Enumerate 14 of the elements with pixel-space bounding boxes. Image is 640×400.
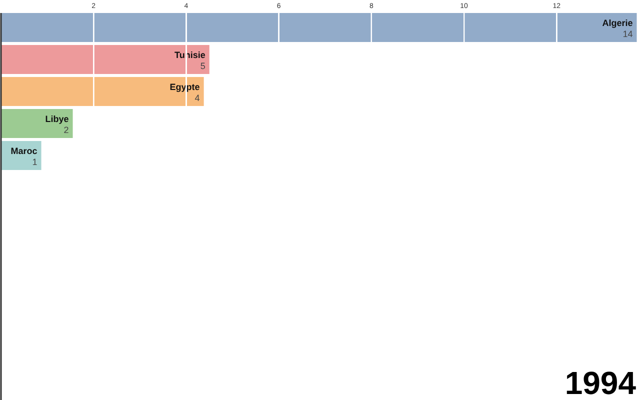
text: 1994 [564,365,636,400]
bar [1,77,204,106]
bar [1,109,73,138]
data-label: 4 [194,93,200,103]
bar [1,13,637,42]
y-tick-label: Maroc [10,146,38,156]
data-label: 1 [32,157,38,167]
y-tick-label: Algerie [602,18,633,28]
data-label: 14 [622,29,633,39]
bar [1,45,210,74]
data-label: 2 [64,125,69,135]
y-tick-label: Libye [45,114,69,124]
y-tick-label: Tunisie [174,50,206,60]
data-label: 5 [200,61,206,71]
